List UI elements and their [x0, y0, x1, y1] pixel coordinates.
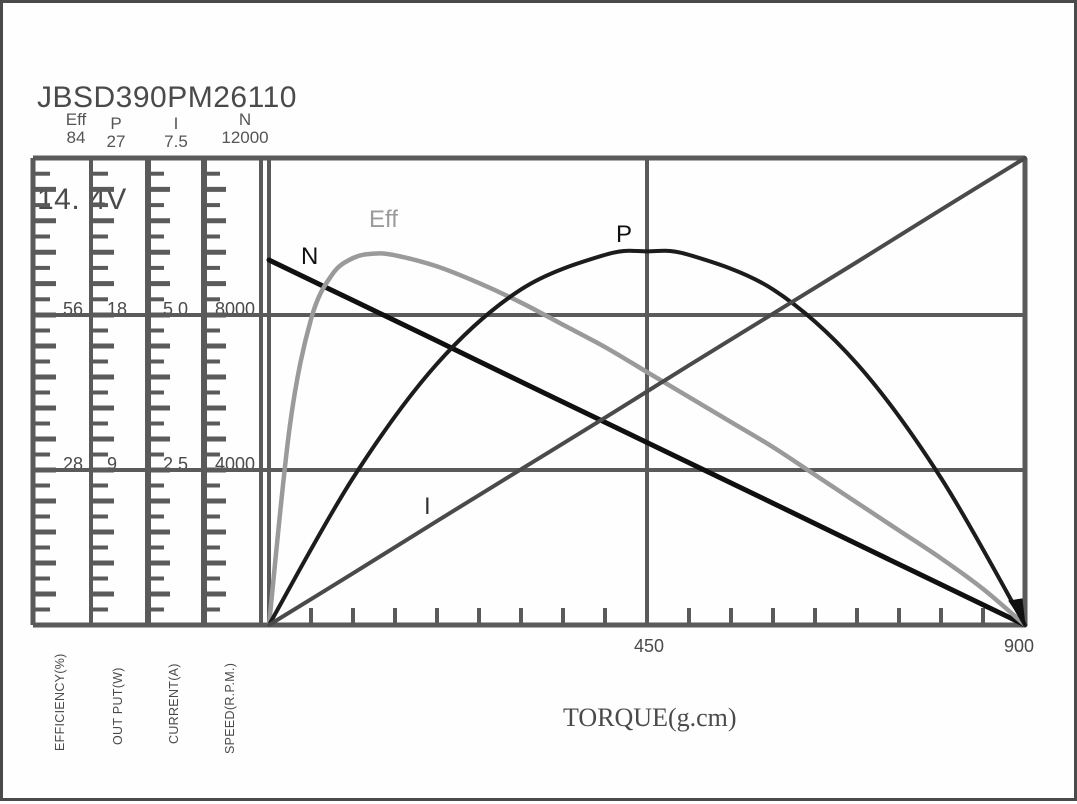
curves-layer: [266, 156, 1028, 628]
curve-n-speed: [266, 257, 1028, 628]
axis-header-eff: Eff 84: [47, 111, 105, 147]
axis-max-i: 7.5: [164, 132, 188, 151]
title-block: JBSD390PM26110 14. 4V: [37, 13, 297, 285]
x-tick-900: 900: [1004, 636, 1035, 656]
curve-label-eff: Eff: [369, 206, 398, 233]
axis-symbol-p: P: [110, 114, 122, 133]
x-axis-caption: TORQUE(g.cm): [563, 703, 737, 732]
model-title: JBSD390PM26110: [37, 81, 297, 114]
axis-low-label-p: 9: [107, 454, 118, 474]
axis-symbol-i: I: [173, 114, 179, 133]
curve-eff-efficiency: [266, 251, 1028, 628]
axis-symbol-eff: Eff: [65, 110, 87, 129]
axis-header-i: I 7.5: [153, 115, 199, 151]
axis-header-n: N 12000: [209, 111, 281, 147]
chart-canvas: [30, 155, 1028, 628]
curve-p-output: [267, 248, 1027, 627]
ticks-layer: [34, 171, 985, 628]
axis-max-n: 12000: [221, 128, 269, 147]
axis-max-eff: 84: [66, 128, 86, 147]
curve-convergence-arrow: [1008, 598, 1026, 626]
x-tick-450: 450: [634, 636, 665, 656]
curve-label-i: I: [424, 493, 431, 520]
curve-i-current: [267, 156, 1027, 627]
axis-header-p: P 27: [93, 115, 139, 151]
axis-symbol-n: N: [238, 110, 252, 129]
axis-max-p: 27: [106, 132, 126, 151]
curve-label-p: P: [616, 221, 633, 248]
curve-label-n: N: [301, 243, 319, 270]
